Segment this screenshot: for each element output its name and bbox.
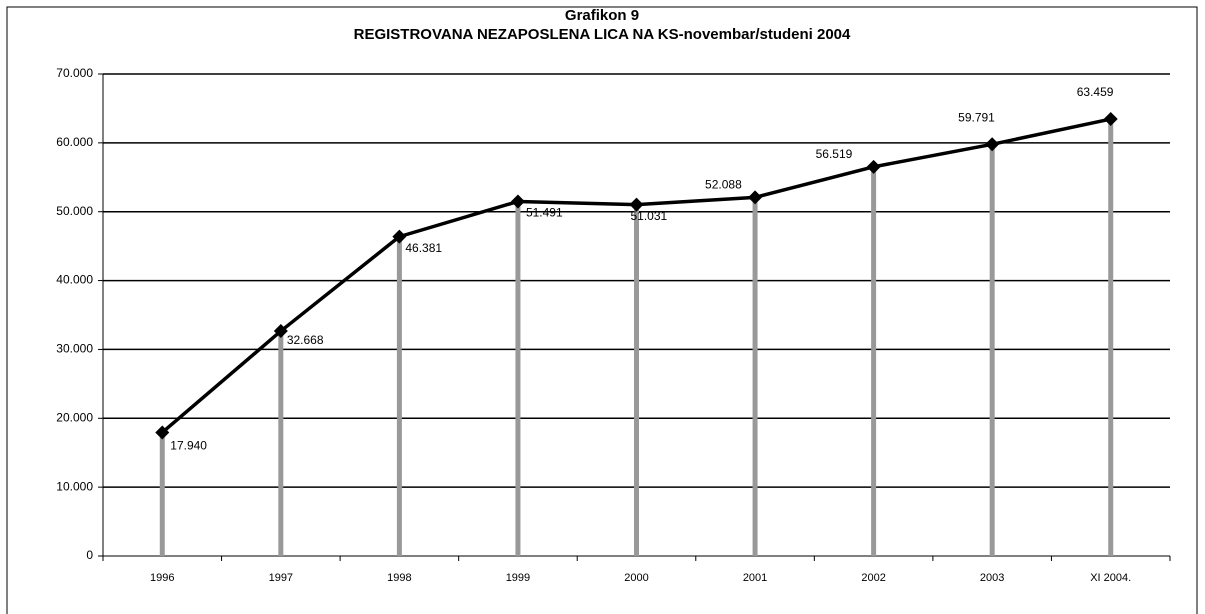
x-tick-label: 2000 (624, 572, 648, 584)
value-label: 56.519 (816, 147, 853, 161)
x-tick-label: 1996 (150, 572, 174, 584)
value-label: 32.668 (287, 333, 324, 347)
value-label: 51.491 (526, 206, 563, 220)
x-tick-label: 2003 (980, 572, 1004, 584)
value-label: 63.459 (1077, 85, 1114, 99)
marker (866, 159, 881, 174)
y-tick-label: 30.000 (56, 342, 93, 356)
x-tick-label: XI 2004. (1090, 572, 1131, 584)
value-label: 52.088 (705, 178, 742, 192)
x-tick-label: 2002 (861, 572, 885, 584)
y-tick-label: 40.000 (56, 273, 93, 287)
y-tick-label: 50.000 (56, 204, 93, 218)
marker (748, 190, 763, 205)
marker (985, 137, 1000, 152)
marker (392, 229, 407, 244)
x-tick-label: 2001 (743, 572, 767, 584)
value-label: 46.381 (405, 241, 442, 255)
y-tick-label: 10.000 (56, 479, 93, 493)
marker (510, 194, 525, 209)
chart-title: Grafikon 9 (565, 7, 639, 24)
marker (273, 324, 288, 339)
y-tick-label: 70.000 (56, 66, 93, 80)
y-tick-label: 60.000 (56, 135, 93, 149)
x-tick-label: 1999 (506, 572, 530, 584)
chart-frame (6, 6, 1198, 614)
marker (1103, 112, 1118, 127)
y-tick-label: 20.000 (56, 410, 93, 424)
marker (155, 425, 170, 440)
chart-subtitle: REGISTROVANA NEZAPOSLENA LICA NA KS-nove… (354, 26, 851, 43)
value-label: 17.940 (170, 439, 207, 453)
marker (629, 197, 644, 212)
y-tick-label: 0 (86, 548, 93, 562)
value-label: 51.031 (631, 209, 668, 223)
x-tick-label: 1997 (269, 572, 293, 584)
x-tick-label: 1998 (387, 572, 411, 584)
value-label: 59.791 (958, 110, 995, 124)
